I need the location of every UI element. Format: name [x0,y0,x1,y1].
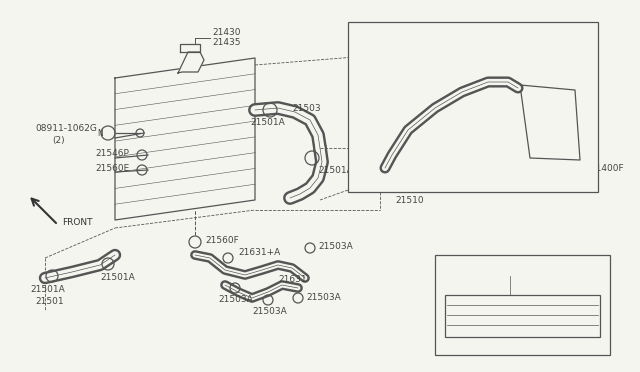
Text: 21501E: 21501E [480,124,515,132]
Text: 21503A: 21503A [252,308,287,317]
Text: 21631: 21631 [278,276,307,285]
Text: 21501A: 21501A [100,273,135,282]
Text: 21560E: 21560E [95,164,129,173]
Text: 21631+A: 21631+A [238,247,280,257]
Polygon shape [178,52,204,73]
Text: 21599N: 21599N [490,266,525,275]
Text: 21400F: 21400F [590,164,623,173]
Text: N: N [97,128,103,138]
Text: 08911-1062G: 08911-1062G [35,124,97,132]
Text: 21501A: 21501A [30,285,65,295]
Text: 21501A: 21501A [318,166,353,174]
Text: FRONT: FRONT [62,218,93,227]
Bar [445,295,600,337]
Text: 21501: 21501 [35,298,63,307]
Text: (2): (2) [52,135,65,144]
Polygon shape [115,58,255,220]
Text: 21516: 21516 [552,44,580,52]
Bar [435,255,610,355]
Text: 21546P: 21546P [95,148,129,157]
Text: A2710305: A2710305 [552,347,588,353]
Text: 21503A: 21503A [318,241,353,250]
Text: 21503A: 21503A [218,295,253,305]
Text: 21430: 21430 [212,28,241,36]
Text: 21503A: 21503A [306,294,340,302]
Text: 21503: 21503 [292,103,321,112]
Text: 21435: 21435 [212,38,241,46]
Polygon shape [520,85,580,160]
Text: 21510: 21510 [395,196,424,205]
Text: 21501A: 21501A [250,118,285,126]
Text: 21515: 21515 [448,28,477,36]
Text: 21560F: 21560F [205,235,239,244]
Bar [348,22,598,192]
Text: 21501E: 21501E [348,144,382,153]
